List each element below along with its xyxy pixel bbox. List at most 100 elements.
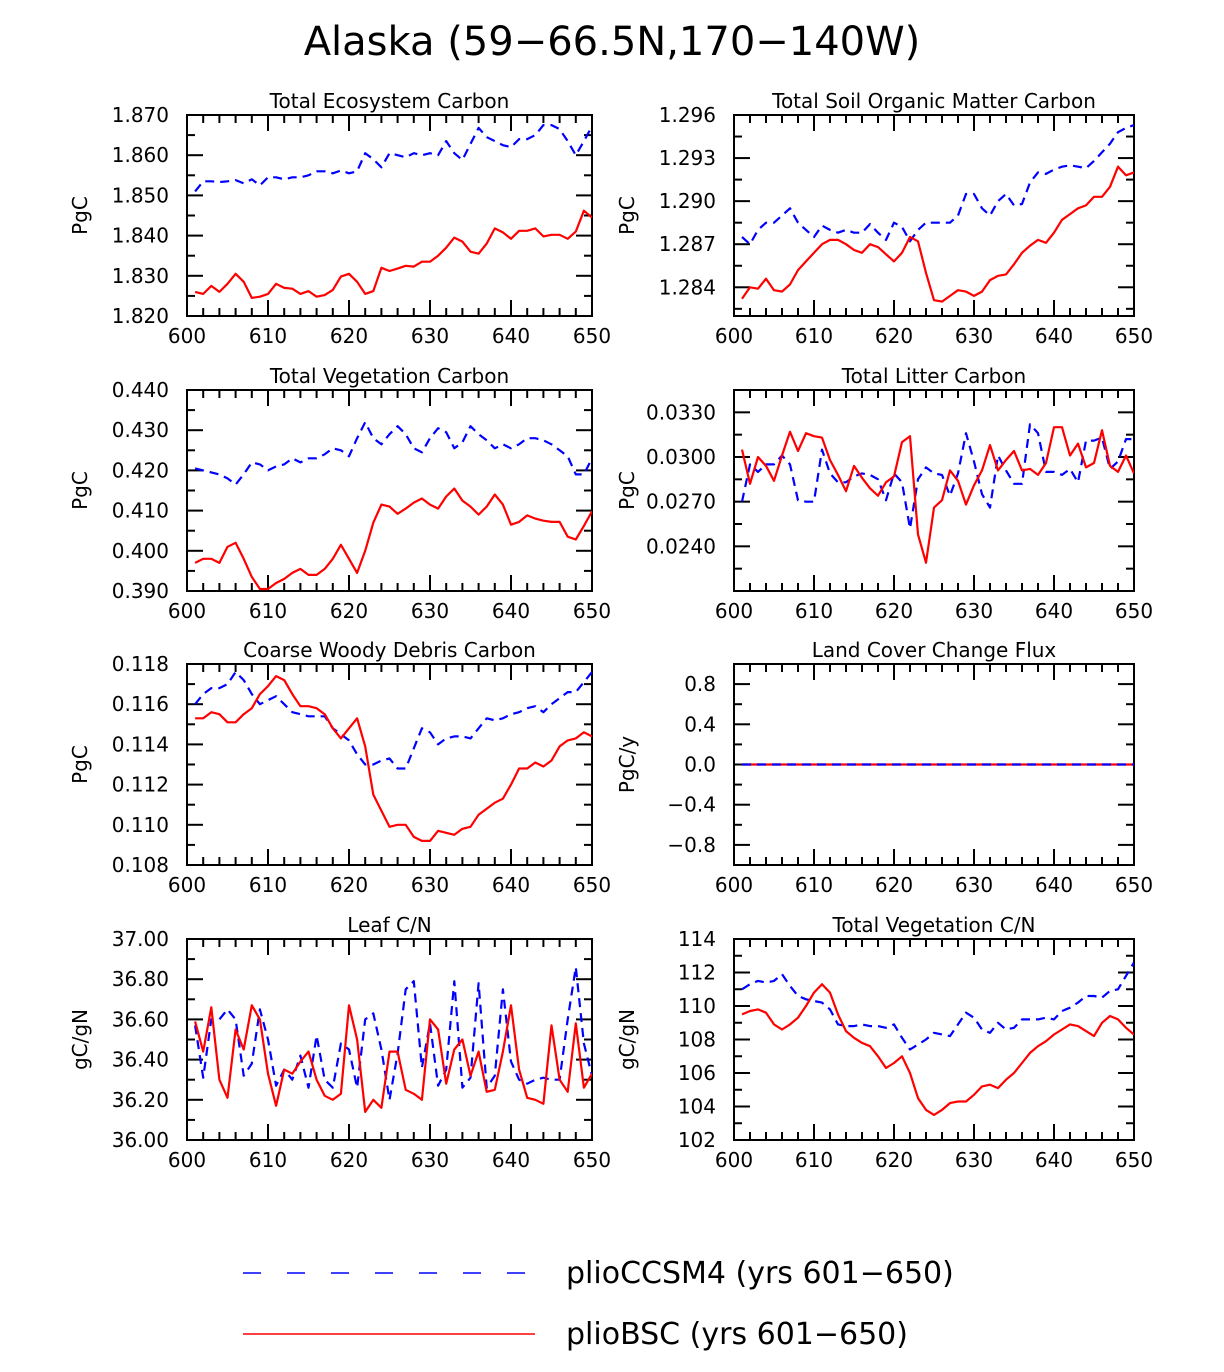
y-tick-label: 0.0330 bbox=[646, 400, 716, 424]
x-tick-label: 620 bbox=[330, 873, 368, 897]
plot-frame bbox=[186, 389, 593, 592]
legend-label-pliocccsm4: plioCCSM4 (yrs 601−650) bbox=[566, 1256, 954, 1291]
x-tick-label: 620 bbox=[875, 873, 913, 897]
y-tick-label: 36.40 bbox=[112, 1048, 169, 1072]
x-tick-label: 620 bbox=[875, 599, 913, 623]
x-tick-label: 630 bbox=[411, 1148, 449, 1172]
x-tick-label: 620 bbox=[330, 1148, 368, 1172]
y-tick-label: 112 bbox=[678, 961, 716, 985]
y-axis-label: gC/gN bbox=[615, 1009, 639, 1070]
y-tick-label: 0.8 bbox=[684, 672, 716, 696]
chart-panel-8: Total Vegetation C/N gC/gN 600 610 620 630 640… bbox=[615, 913, 1153, 1172]
chart-panel-3: Total Vegetation Carbon PgC 600 610 620 630 64… bbox=[68, 364, 611, 623]
x-tick-label: 650 bbox=[573, 1148, 611, 1172]
x-tick-label: 630 bbox=[955, 599, 993, 623]
series-line-plioccsm4 bbox=[194, 965, 592, 1101]
y-axis-label: PgC bbox=[68, 471, 92, 510]
y-tick-label: 0.118 bbox=[112, 652, 169, 676]
chart-panel-4: Total Litter Carbon PgC 600 610 620 630 640 650… bbox=[615, 364, 1153, 623]
chart-panel-5: Coarse Woody Debris Carbon PgC 600 610 620 63… bbox=[68, 638, 611, 897]
x-tick-label: 650 bbox=[1115, 873, 1153, 897]
series-line-pliobsc bbox=[194, 209, 592, 299]
x-tick-label: 610 bbox=[795, 873, 833, 897]
plot-frame bbox=[733, 389, 1135, 592]
y-tick-label: 36.00 bbox=[112, 1128, 169, 1152]
panel-title: Land Cover Change Flux bbox=[812, 638, 1057, 662]
chart-panel-2: Total Soil Organic Matter Carbon PgC 600 61… bbox=[615, 89, 1153, 348]
series-line-pliobsc bbox=[741, 983, 1134, 1117]
y-tick-label: 1.830 bbox=[112, 264, 169, 288]
figure-title: Alaska (59−66.5N,170−140W) bbox=[304, 19, 921, 65]
y-axis-label: PgC bbox=[68, 196, 92, 235]
x-tick-label: 610 bbox=[795, 1148, 833, 1172]
y-tick-label: 108 bbox=[678, 1028, 716, 1052]
x-tick-label: 620 bbox=[875, 324, 913, 348]
series-line-pliobsc bbox=[195, 674, 592, 843]
series-line-plioccsm4 bbox=[741, 961, 1134, 1051]
y-axis-label: PgC bbox=[68, 745, 92, 784]
y-tick-label: 0.420 bbox=[112, 458, 169, 482]
y-tick-label: 106 bbox=[678, 1061, 716, 1085]
x-tick-label: 600 bbox=[168, 599, 206, 623]
series-line-pliobsc bbox=[194, 487, 592, 591]
x-tick-label: 650 bbox=[573, 873, 611, 897]
x-tick-label: 630 bbox=[411, 324, 449, 348]
y-tick-label: 1.870 bbox=[112, 103, 169, 127]
x-tick-label: 610 bbox=[795, 324, 833, 348]
x-tick-label: 650 bbox=[573, 324, 611, 348]
y-tick-label: 0.108 bbox=[112, 853, 169, 877]
x-tick-label: 620 bbox=[330, 599, 368, 623]
x-tick-label: 650 bbox=[1115, 1148, 1153, 1172]
plot-frame bbox=[733, 114, 1135, 317]
y-tick-label: 0.430 bbox=[112, 418, 169, 442]
y-tick-label: 0.0240 bbox=[646, 534, 716, 558]
x-tick-label: 640 bbox=[1035, 1148, 1073, 1172]
y-tick-label: 0.0270 bbox=[646, 490, 716, 514]
x-tick-label: 610 bbox=[795, 599, 833, 623]
x-tick-label: 640 bbox=[492, 1148, 530, 1172]
y-tick-label: 0.0 bbox=[684, 753, 716, 777]
x-tick-label: 630 bbox=[955, 1148, 993, 1172]
y-tick-label: 36.60 bbox=[112, 1007, 169, 1031]
y-tick-label: 0.0300 bbox=[646, 445, 716, 469]
y-tick-label: 1.820 bbox=[112, 304, 169, 328]
y-tick-label: 0.114 bbox=[112, 732, 169, 756]
y-tick-label: 1.860 bbox=[112, 143, 169, 167]
x-tick-label: 600 bbox=[715, 1148, 753, 1172]
panel-title: Coarse Woody Debris Carbon bbox=[243, 638, 536, 662]
x-tick-label: 640 bbox=[1035, 324, 1073, 348]
y-tick-label: 114 bbox=[678, 927, 716, 951]
legend: plioCCSM4 (yrs 601−650) plioBSC (yrs 601… bbox=[243, 1256, 954, 1352]
y-tick-label: 0.112 bbox=[112, 773, 169, 797]
chart-panel-6: Land Cover Change Flux PgC/y 600 610 620 630 6… bbox=[615, 638, 1153, 897]
x-tick-label: 650 bbox=[573, 599, 611, 623]
x-tick-label: 610 bbox=[249, 1148, 287, 1172]
y-tick-label: 1.840 bbox=[112, 224, 169, 248]
series-line-plioccsm4 bbox=[741, 124, 1134, 246]
y-axis-label: PgC bbox=[615, 471, 639, 510]
y-tick-label: 1.287 bbox=[659, 232, 716, 256]
y-tick-label: 0.4 bbox=[684, 712, 716, 736]
x-tick-label: 610 bbox=[249, 873, 287, 897]
x-tick-label: 620 bbox=[875, 1148, 913, 1172]
y-tick-label: 0.116 bbox=[112, 692, 169, 716]
y-tick-label: 1.293 bbox=[659, 146, 716, 170]
y-tick-label: 102 bbox=[678, 1128, 716, 1152]
y-tick-label: 1.290 bbox=[659, 189, 716, 213]
chart-panel-7: Leaf C/N gC/gN 600 610 620 630 640 650 36.00 36.2… bbox=[68, 913, 611, 1172]
y-tick-label: 1.284 bbox=[659, 275, 716, 299]
x-tick-label: 610 bbox=[249, 324, 287, 348]
series-line-pliobsc bbox=[740, 426, 1134, 564]
x-tick-label: 650 bbox=[1115, 324, 1153, 348]
x-tick-label: 600 bbox=[715, 599, 753, 623]
x-tick-label: 620 bbox=[330, 324, 368, 348]
plot-frame bbox=[186, 938, 593, 1141]
y-tick-label: 104 bbox=[678, 1095, 716, 1119]
x-tick-label: 630 bbox=[411, 599, 449, 623]
x-tick-label: 600 bbox=[168, 873, 206, 897]
x-tick-label: 600 bbox=[168, 324, 206, 348]
x-tick-label: 650 bbox=[1115, 599, 1153, 623]
x-tick-label: 630 bbox=[955, 324, 993, 348]
series-line-pliobsc bbox=[194, 1004, 592, 1114]
